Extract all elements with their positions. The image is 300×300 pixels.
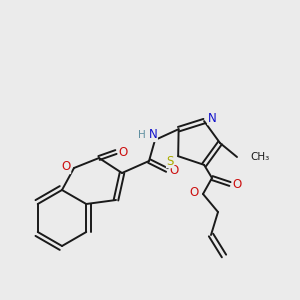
Text: O: O [232, 178, 242, 190]
Text: H: H [138, 130, 146, 140]
Text: N: N [148, 128, 158, 142]
Text: N: N [208, 112, 217, 124]
Text: O: O [169, 164, 178, 176]
Text: CH₃: CH₃ [250, 152, 269, 162]
Text: O: O [189, 187, 199, 200]
Text: O: O [118, 146, 127, 158]
Text: S: S [167, 155, 174, 168]
Text: O: O [61, 160, 70, 173]
